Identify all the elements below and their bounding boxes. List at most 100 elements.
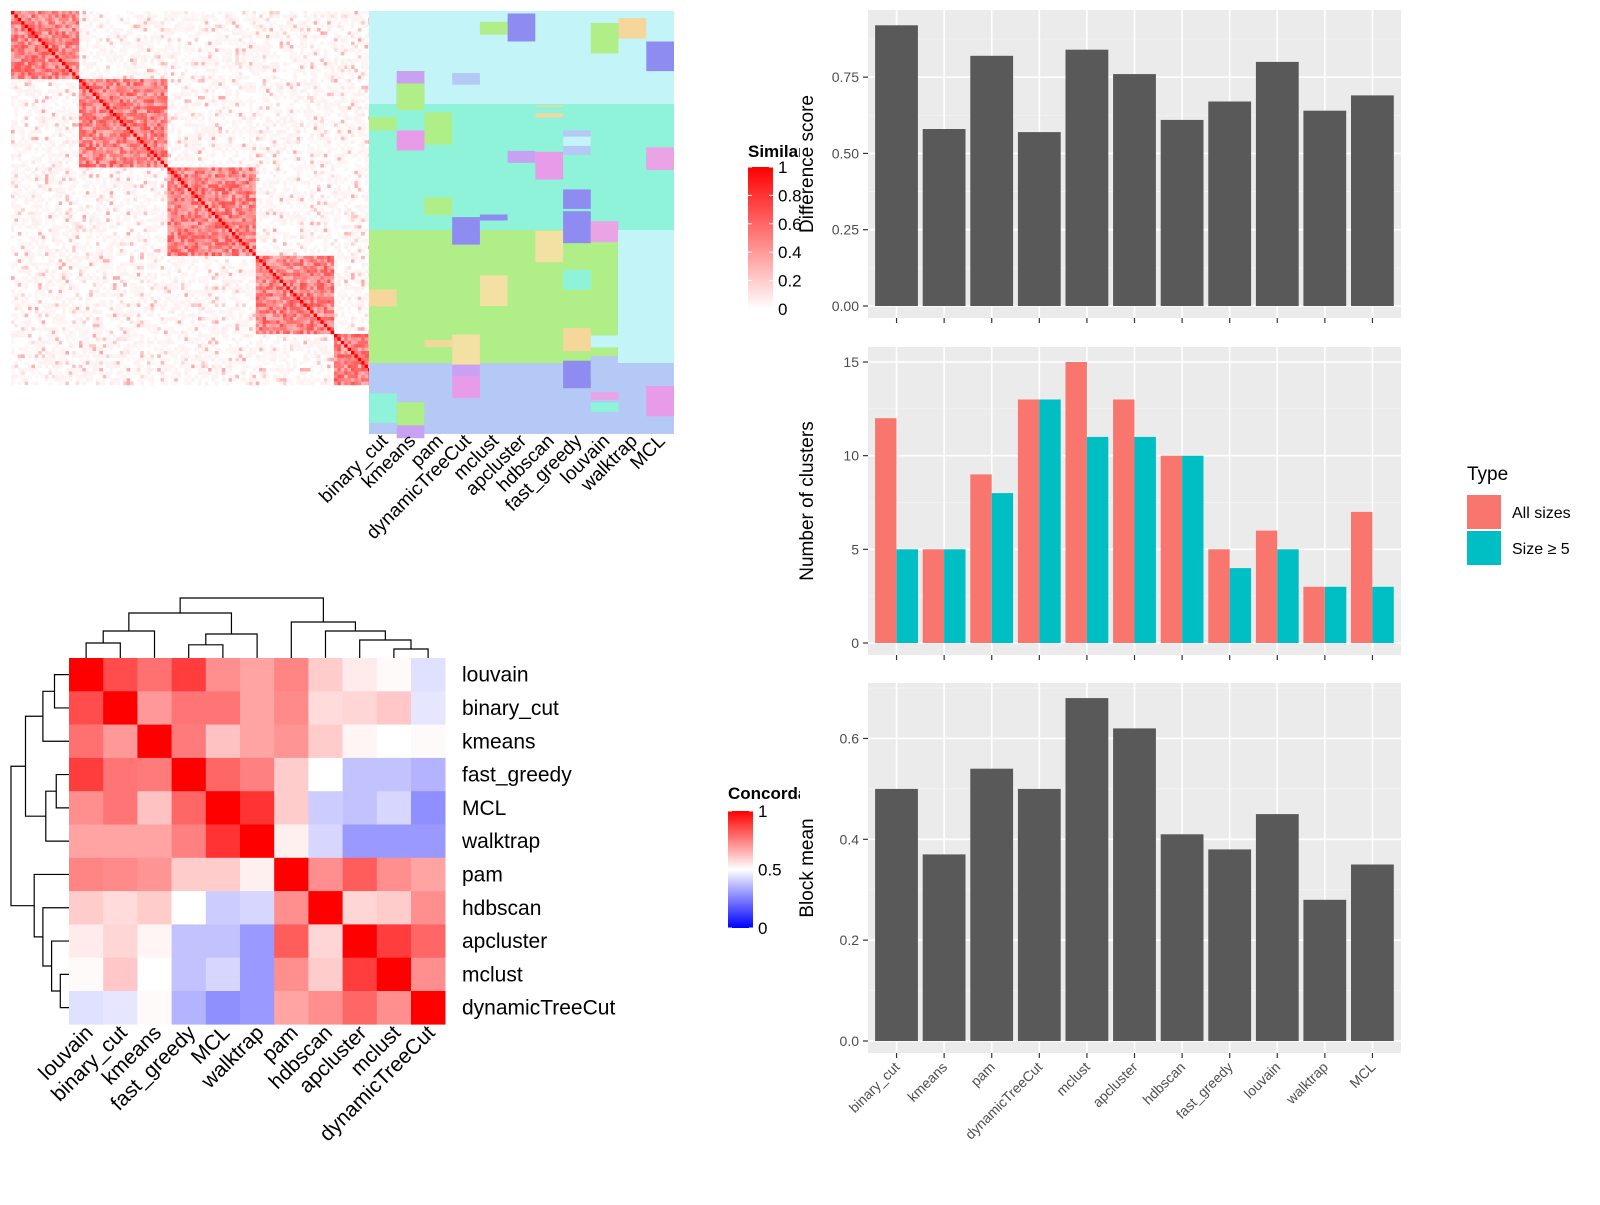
similarity-cell xyxy=(194,31,199,35)
similarity-cell xyxy=(147,136,151,141)
similarity-cell xyxy=(133,184,137,188)
similarity-cell xyxy=(106,160,110,165)
similarity-cell xyxy=(232,17,236,22)
similarity-cell xyxy=(116,34,120,39)
similarity-cell xyxy=(24,102,29,107)
similarity-cell xyxy=(211,89,216,93)
similarity-cell xyxy=(238,51,243,56)
similarity-cell xyxy=(167,204,171,209)
similarity-cell xyxy=(21,48,25,52)
similarity-cell xyxy=(14,143,18,148)
similarity-cell xyxy=(194,116,199,120)
similarity-cell xyxy=(41,106,46,110)
similarity-cell xyxy=(242,51,246,56)
similarity-cell xyxy=(51,17,56,22)
similarity-cell xyxy=(218,48,222,52)
similarity-cell xyxy=(164,62,168,66)
similarity-cell xyxy=(150,41,154,46)
similarity-cell xyxy=(89,174,93,178)
similarity-cell xyxy=(123,126,127,131)
similarity-cell xyxy=(11,123,15,127)
similarity-cell xyxy=(255,232,260,236)
similarity-cell xyxy=(310,96,314,100)
similarity-cell xyxy=(194,211,199,216)
similarity-cell xyxy=(140,21,144,25)
similarity-cell xyxy=(41,68,46,73)
similarity-cell xyxy=(62,17,66,22)
similarity-cell xyxy=(140,136,144,141)
similarity-cell xyxy=(317,119,321,124)
similarity-cell xyxy=(211,177,216,182)
similarity-cell xyxy=(351,116,355,120)
similarity-cell xyxy=(72,17,76,22)
similarity-cell xyxy=(354,181,358,185)
similarity-cell xyxy=(215,143,219,148)
similarity-cell xyxy=(174,28,178,32)
similarity-cell xyxy=(82,167,86,171)
similarity-cell xyxy=(181,109,185,114)
similarity-cell xyxy=(194,201,199,205)
similarity-cell xyxy=(45,24,49,29)
similarity-cell xyxy=(238,143,243,148)
similarity-cell xyxy=(211,99,216,103)
similarity-cell xyxy=(96,143,100,148)
similarity-cell xyxy=(289,51,294,56)
similarity-cell xyxy=(126,41,131,46)
similarity-cell xyxy=(130,106,134,110)
similarity-cell xyxy=(238,45,243,49)
similarity-cell xyxy=(113,147,117,151)
similarity-cell xyxy=(96,249,100,253)
similarity-cell xyxy=(221,225,226,229)
similarity-cell xyxy=(320,31,324,35)
similarity-cell xyxy=(48,11,52,15)
similarity-cell xyxy=(106,153,110,158)
similarity-cell xyxy=(106,17,110,22)
similarity-cell xyxy=(157,99,161,103)
similarity-cell xyxy=(323,123,328,127)
similarity-cell xyxy=(249,123,253,127)
similarity-cell xyxy=(211,201,216,205)
similarity-cell xyxy=(323,228,328,233)
similarity-cell xyxy=(310,164,314,168)
similarity-cell xyxy=(242,150,246,154)
similarity-cell xyxy=(62,41,66,46)
similarity-cell xyxy=(123,181,127,185)
similarity-cell xyxy=(51,58,56,63)
similarity-cell xyxy=(34,187,39,192)
similarity-cell xyxy=(153,153,158,158)
similarity-cell xyxy=(361,41,365,46)
similarity-cell xyxy=(334,11,338,15)
similarity-cell xyxy=(364,211,369,216)
similarity-cell xyxy=(116,174,120,178)
similarity-cell xyxy=(357,113,362,117)
similarity-cell xyxy=(113,123,117,127)
similarity-cell xyxy=(313,164,318,168)
similarity-cell xyxy=(123,65,127,69)
similarity-cell xyxy=(28,51,32,56)
similarity-cell xyxy=(340,119,345,124)
similarity-cell xyxy=(232,215,236,219)
similarity-cell xyxy=(72,24,76,29)
similarity-cell xyxy=(177,245,182,250)
similarity-cell xyxy=(187,208,192,212)
similarity-cell xyxy=(330,167,335,171)
similarity-cell xyxy=(334,24,338,29)
similarity-cell xyxy=(300,31,304,35)
similarity-cell xyxy=(14,174,18,178)
similarity-cell xyxy=(65,17,69,22)
similarity-cell xyxy=(133,147,137,151)
similarity-cell xyxy=(272,34,277,39)
similarity-cell xyxy=(340,48,345,52)
similarity-cell xyxy=(130,123,134,127)
similarity-cell xyxy=(204,45,209,49)
similarity-cell xyxy=(164,130,168,134)
similarity-cell xyxy=(58,184,63,188)
similarity-cell xyxy=(150,160,154,165)
similarity-cell xyxy=(14,62,18,66)
similarity-cell xyxy=(164,204,168,209)
similarity-cell xyxy=(334,177,338,182)
similarity-cell xyxy=(109,79,114,83)
similarity-cell xyxy=(28,143,32,148)
similarity-cell xyxy=(119,58,124,63)
similarity-cell xyxy=(323,143,328,148)
